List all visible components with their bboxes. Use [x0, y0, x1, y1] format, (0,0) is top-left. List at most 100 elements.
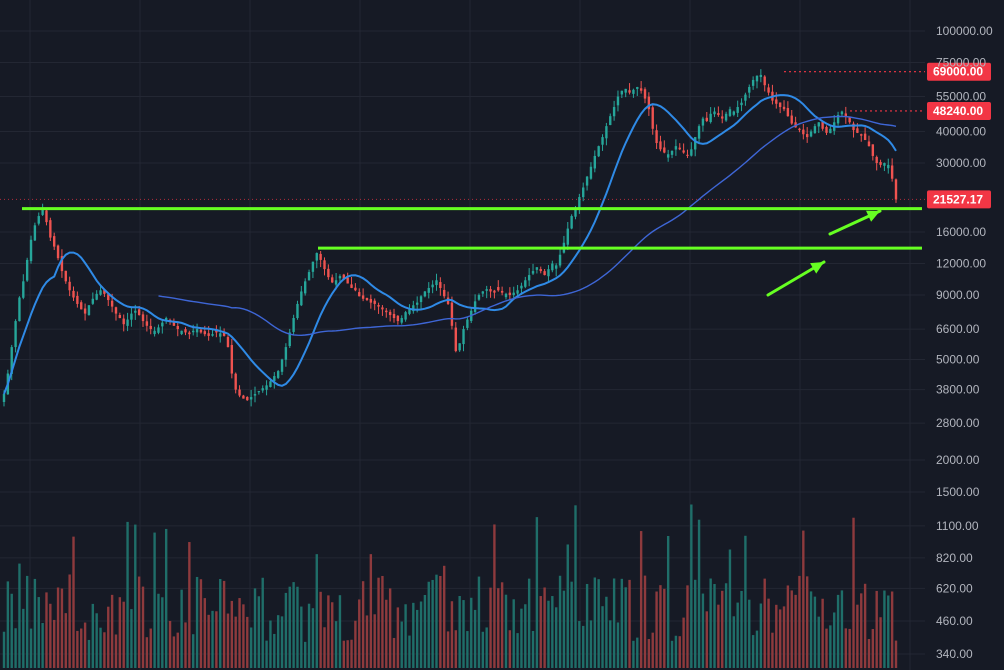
- candle-body: [72, 290, 75, 298]
- volume-bar: [412, 602, 415, 668]
- volume-bar: [76, 630, 79, 668]
- volume-bar: [717, 604, 720, 668]
- volume-tick-label: 460.00: [936, 614, 973, 628]
- volume-bar: [655, 591, 658, 668]
- volume-bar: [879, 617, 882, 668]
- volume-bar: [377, 577, 380, 668]
- volume-bar: [643, 575, 647, 668]
- candle-body: [709, 113, 712, 123]
- candle-body: [2, 394, 6, 402]
- volume-bar: [466, 631, 469, 668]
- candle-body: [531, 271, 535, 274]
- candle-body: [686, 154, 689, 156]
- candle-body: [489, 289, 492, 292]
- volume-bar: [755, 630, 759, 668]
- volume-bar: [489, 587, 492, 668]
- candle-body: [80, 302, 83, 310]
- price-tick-label: 75000.00: [936, 56, 986, 70]
- volume-bar: [269, 620, 272, 668]
- candle-body: [597, 146, 600, 157]
- candle-body: [485, 289, 488, 291]
- volume-bar: [786, 585, 790, 668]
- candle-body: [300, 291, 303, 306]
- candle-body: [790, 115, 793, 124]
- volume-bar: [83, 622, 87, 668]
- volume-bar: [180, 589, 183, 668]
- price-tick-label: 3800.00: [936, 383, 980, 397]
- candle-body: [751, 79, 755, 86]
- candle-body: [276, 371, 280, 378]
- volume-bar: [744, 535, 747, 668]
- volume-bar: [775, 604, 778, 668]
- volume-bar: [690, 504, 693, 668]
- volume-bar: [226, 613, 230, 668]
- candle-body: [732, 111, 736, 115]
- candle-body: [76, 295, 79, 304]
- candle-body: [883, 163, 886, 166]
- candle-body: [620, 90, 624, 95]
- volume-bar: [612, 578, 616, 668]
- candle-body: [655, 130, 658, 144]
- volume-bar: [342, 640, 346, 668]
- candle-body: [319, 253, 322, 260]
- volume-bar: [242, 604, 245, 668]
- candle-body: [396, 315, 400, 322]
- volume-bar: [759, 603, 763, 668]
- volume-bar: [512, 599, 515, 668]
- candle-body: [678, 147, 681, 150]
- volume-bar: [319, 591, 322, 668]
- volume-bar: [508, 630, 512, 668]
- volume-bar: [728, 549, 732, 668]
- candle-body: [705, 117, 708, 122]
- volume-bar: [192, 634, 195, 668]
- volume-bar: [53, 619, 56, 668]
- candle-body: [365, 297, 369, 301]
- candle-body: [230, 345, 234, 374]
- candle-body: [45, 210, 48, 223]
- moving-average-long-line: [158, 115, 897, 337]
- candle-body: [887, 164, 890, 169]
- volume-bar: [276, 615, 280, 668]
- volume-bar: [481, 631, 485, 668]
- candle-body: [307, 272, 311, 281]
- volume-bar: [114, 634, 118, 668]
- candle-body: [334, 280, 338, 285]
- volume-bar: [215, 611, 218, 668]
- candle-body: [890, 165, 894, 179]
- candle-body: [338, 276, 342, 279]
- candle-body: [18, 297, 21, 322]
- candle-body: [249, 397, 253, 400]
- volume-tick-label: 1500.00: [936, 485, 980, 499]
- volume-bars: [2, 504, 898, 668]
- volume-bar: [68, 574, 71, 668]
- volume-bar: [307, 603, 311, 668]
- candle-body: [473, 301, 477, 312]
- candle-body: [342, 274, 346, 280]
- volume-bar: [110, 594, 114, 668]
- volume-bar: [404, 604, 407, 668]
- candle-body: [721, 116, 724, 119]
- volume-bar: [238, 598, 241, 668]
- volume-bar: [168, 620, 172, 668]
- candle-body: [558, 254, 562, 266]
- volume-bar: [875, 590, 878, 668]
- volume-bar: [790, 590, 793, 668]
- volume-bar: [153, 532, 156, 668]
- price-badge-label: 48240.00: [933, 104, 983, 118]
- volume-bar: [659, 585, 662, 668]
- candle-body: [103, 289, 106, 294]
- volume-bar: [477, 576, 481, 668]
- candle-body: [211, 334, 214, 336]
- candle-body: [840, 111, 844, 115]
- volume-bar: [562, 590, 566, 668]
- candle-body: [481, 291, 485, 294]
- candle-body: [443, 289, 446, 297]
- candle-body: [663, 147, 666, 153]
- candle-body: [713, 111, 716, 115]
- volume-bar: [323, 627, 326, 668]
- volume-bar: [195, 576, 199, 668]
- volume-bar: [118, 597, 122, 668]
- candle-body: [466, 319, 469, 328]
- candle-body: [860, 134, 863, 136]
- volume-bar: [539, 596, 542, 668]
